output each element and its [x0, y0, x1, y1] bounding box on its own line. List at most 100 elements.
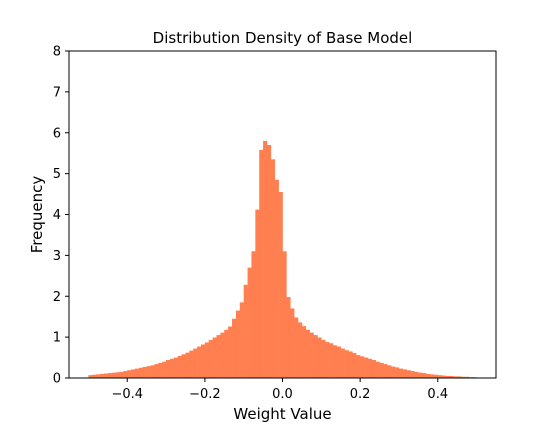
histogram-bar [344, 350, 349, 378]
histogram-bar [177, 355, 182, 378]
x-tick-label: 0.4 [427, 387, 448, 402]
histogram-bar [235, 310, 241, 378]
x-tick-label: 0.2 [350, 387, 371, 402]
histogram-bar [356, 355, 361, 378]
histogram-bar [398, 368, 404, 378]
histogram-bar [92, 374, 97, 378]
histogram-bar [286, 297, 291, 378]
histogram-bar [325, 342, 330, 378]
histogram-bar [127, 370, 132, 378]
histogram-bar [367, 358, 373, 378]
histogram-bar [111, 372, 116, 378]
y-tick-label: 1 [53, 331, 61, 346]
histogram-bar [282, 251, 287, 378]
histogram-bar [298, 322, 303, 378]
histogram-bar [134, 368, 140, 378]
histogram-bar [251, 251, 256, 378]
y-tick-label: 5 [53, 167, 61, 182]
x-tick-label: −0.4 [111, 387, 143, 402]
histogram-bar [371, 360, 376, 378]
histogram-bar [142, 366, 147, 378]
histogram-bar [430, 374, 435, 378]
histogram-bar [406, 370, 411, 378]
histogram-bar [294, 317, 299, 378]
histogram-bar [181, 354, 186, 378]
histogram-bar [336, 346, 342, 378]
histogram-bar [313, 335, 318, 378]
bars-group [88, 140, 477, 378]
histogram-bar [375, 361, 380, 378]
histogram-bar [348, 351, 353, 378]
histogram-bar [166, 360, 171, 378]
histogram-bar [391, 366, 396, 378]
histogram-bar [115, 372, 120, 378]
histogram-bar [243, 284, 248, 378]
histogram-bar [364, 357, 369, 378]
histogram-bar [379, 362, 384, 378]
histogram-bar [266, 145, 272, 378]
histogram-bar [189, 350, 194, 378]
histogram-bar [321, 339, 326, 378]
histogram-bar [274, 179, 279, 378]
x-ticks-group: −0.4 −0.2 0.0 0.2 0.4 [111, 378, 448, 402]
y-tick-label: 0 [53, 372, 61, 387]
histogram-bar [228, 326, 233, 378]
histogram-bar [255, 209, 260, 378]
histogram-bar [433, 374, 439, 378]
histogram-bar [290, 308, 295, 378]
histogram-bar [123, 371, 128, 378]
histogram-bar [185, 352, 190, 378]
y-tick-label: 3 [53, 249, 61, 264]
x-axis-label: Weight Value [233, 405, 331, 423]
histogram-bar [387, 365, 392, 378]
histogram-bar [173, 357, 178, 378]
histogram-bar [220, 332, 225, 378]
y-axis-label: Frequency [28, 176, 46, 254]
histogram-bar [193, 348, 198, 378]
histogram-bar [200, 344, 206, 378]
histogram-bar [457, 376, 462, 378]
histogram-bar [216, 335, 221, 378]
histogram-bar [445, 375, 450, 378]
histogram-bar [449, 375, 454, 378]
histogram-bar [422, 373, 427, 378]
y-tick-label: 8 [53, 45, 61, 60]
histogram-bar [204, 342, 210, 378]
histogram-bar [158, 362, 163, 378]
y-tick-label: 7 [53, 85, 61, 100]
histogram-bar [162, 361, 167, 378]
histogram-bar [410, 371, 415, 378]
histogram-bar [270, 159, 276, 378]
histogram-bar [259, 149, 264, 378]
histogram-bar [212, 337, 217, 378]
histogram-bar [461, 376, 466, 378]
histogram-bar [329, 343, 334, 378]
y-tick-label: 4 [53, 208, 61, 223]
histogram-bar [360, 356, 365, 378]
histogram-bar [247, 267, 252, 378]
histogram-bar [146, 366, 151, 378]
histogram-bar [263, 140, 268, 378]
histogram-bar [154, 364, 159, 378]
histogram-bar [437, 375, 442, 378]
y-ticks-group: 0 1 2 3 4 5 6 7 8 [53, 45, 69, 387]
histogram-bar [197, 346, 202, 378]
histogram-bar [138, 367, 144, 378]
histogram-bar [352, 353, 357, 378]
histogram-bar [340, 348, 345, 378]
histogram-bar [317, 337, 322, 378]
histogram-bar [383, 364, 388, 378]
y-tick-label: 2 [53, 290, 61, 305]
histogram-bar [418, 372, 423, 378]
histogram-bar [453, 376, 458, 378]
y-tick-label: 6 [53, 126, 61, 141]
histogram-bar [332, 345, 338, 378]
histogram-bar [441, 375, 446, 378]
histogram-bar [119, 371, 124, 378]
histogram-bar [100, 373, 105, 378]
histogram-bar [88, 375, 93, 378]
histogram-bar [402, 369, 408, 378]
histogram-bar [426, 373, 431, 378]
